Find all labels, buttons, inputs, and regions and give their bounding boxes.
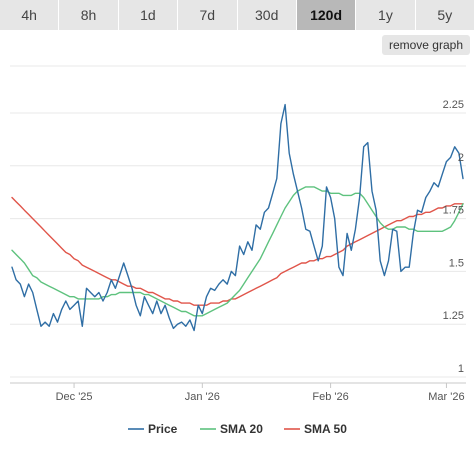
- timeframe-tabs: 4h 8h 1d 7d 30d 120d 1y 5y: [0, 0, 474, 30]
- series-line-sma-20: [11, 186, 464, 317]
- y-axis-labels: 2.25 2 1.75 1.5 1.25 1: [443, 99, 464, 375]
- y-tick-label: 2: [458, 152, 464, 164]
- y-tick-label: 2.25: [443, 99, 464, 111]
- tab-30d[interactable]: 30d: [238, 0, 297, 30]
- legend-label[interactable]: SMA 50: [304, 422, 347, 436]
- x-tick-label: Dec '25: [56, 391, 93, 403]
- chart-series: [11, 103, 464, 332]
- legend-label[interactable]: SMA 20: [220, 422, 263, 436]
- tab-5y[interactable]: 5y: [437, 7, 453, 23]
- x-tick-label: Mar '26: [428, 391, 464, 403]
- tab-120d[interactable]: 120d: [296, 0, 357, 30]
- x-tick-label: Jan '26: [185, 391, 220, 403]
- series-line-sma-50: [11, 196, 464, 306]
- tab-8h[interactable]: 8h: [59, 0, 119, 30]
- series-line-price: [11, 103, 464, 332]
- y-tick-label: 1.5: [449, 257, 464, 269]
- tab-1y[interactable]: 1y: [356, 0, 416, 30]
- legend-label[interactable]: Price: [148, 422, 178, 436]
- tab-1d[interactable]: 1d: [119, 0, 179, 30]
- x-axis: Dec '25 Jan '26 Feb '26 Mar '26: [10, 382, 466, 403]
- x-tick-label: Feb '26: [312, 391, 348, 403]
- y-tick-label: 1.75: [443, 205, 464, 217]
- tab-7d[interactable]: 7d: [178, 0, 238, 30]
- y-tick-label: 1.25: [443, 310, 464, 322]
- remove-graph-button[interactable]: remove graph: [381, 35, 470, 55]
- grid-lines: [10, 65, 466, 378]
- legend: Price SMA 20 SMA 50: [128, 422, 347, 436]
- tab-4h[interactable]: 4h: [0, 0, 60, 30]
- y-tick-label: 1: [458, 363, 464, 375]
